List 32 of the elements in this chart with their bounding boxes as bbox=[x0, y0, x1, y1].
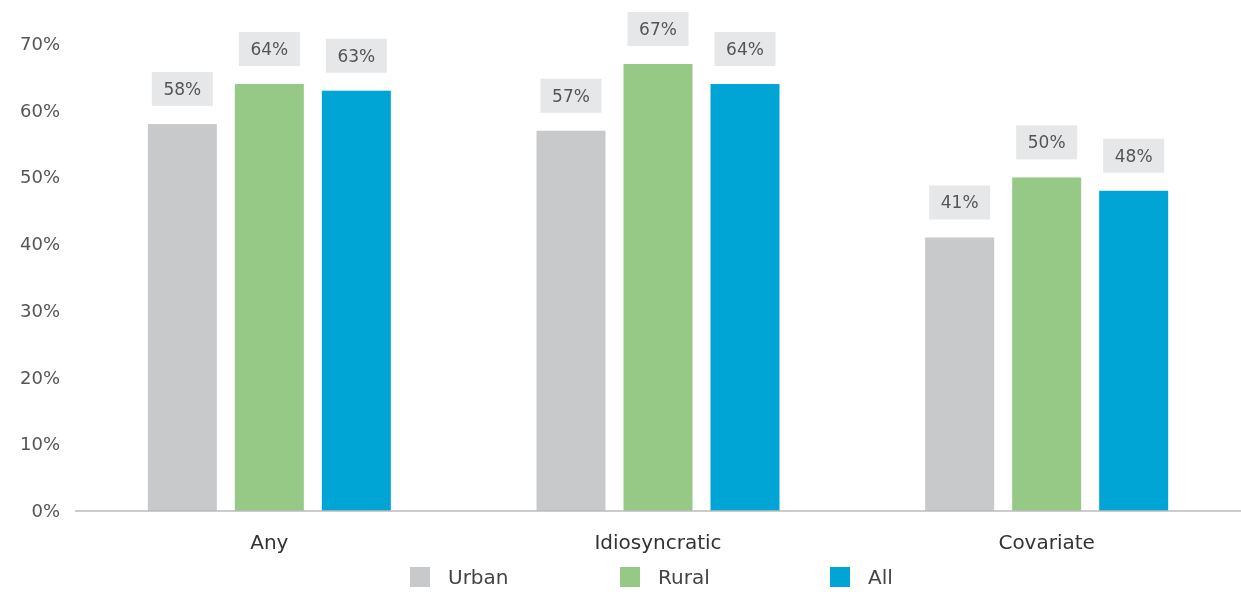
y-tick-label: 30% bbox=[19, 299, 60, 321]
y-tick-label: 10% bbox=[19, 433, 60, 455]
data-label: 67% bbox=[639, 19, 677, 40]
x-tick-label: Any bbox=[250, 530, 289, 554]
bar bbox=[321, 90, 391, 511]
y-tick-label: 40% bbox=[19, 233, 60, 255]
y-tick-label: 0% bbox=[31, 500, 60, 521]
legend-label: Urban bbox=[448, 565, 509, 589]
data-label: 41% bbox=[940, 192, 979, 213]
data-label: 57% bbox=[552, 85, 590, 106]
data-label: 48% bbox=[1114, 145, 1153, 166]
bar bbox=[234, 84, 304, 511]
bar bbox=[147, 124, 217, 511]
bar bbox=[623, 64, 693, 511]
y-tick-label: 20% bbox=[19, 366, 60, 388]
y-tick-label: 70% bbox=[19, 33, 60, 54]
data-label: 64% bbox=[250, 39, 289, 60]
bar bbox=[1012, 177, 1082, 511]
x-tick-label: Covariate bbox=[998, 530, 1095, 554]
data-label: 64% bbox=[726, 39, 764, 60]
bar bbox=[710, 84, 780, 511]
bar bbox=[1099, 190, 1169, 511]
bar bbox=[925, 237, 995, 511]
legend-label: Rural bbox=[658, 565, 710, 589]
legend-label: All bbox=[868, 565, 893, 589]
data-label: 63% bbox=[337, 45, 376, 66]
bar bbox=[536, 130, 606, 511]
y-tick-label: 50% bbox=[19, 166, 60, 188]
y-tick-label: 60% bbox=[19, 99, 60, 121]
x-tick-label: Idiosyncratic bbox=[594, 530, 722, 554]
data-label: 50% bbox=[1027, 132, 1066, 153]
data-label: 58% bbox=[163, 79, 202, 100]
